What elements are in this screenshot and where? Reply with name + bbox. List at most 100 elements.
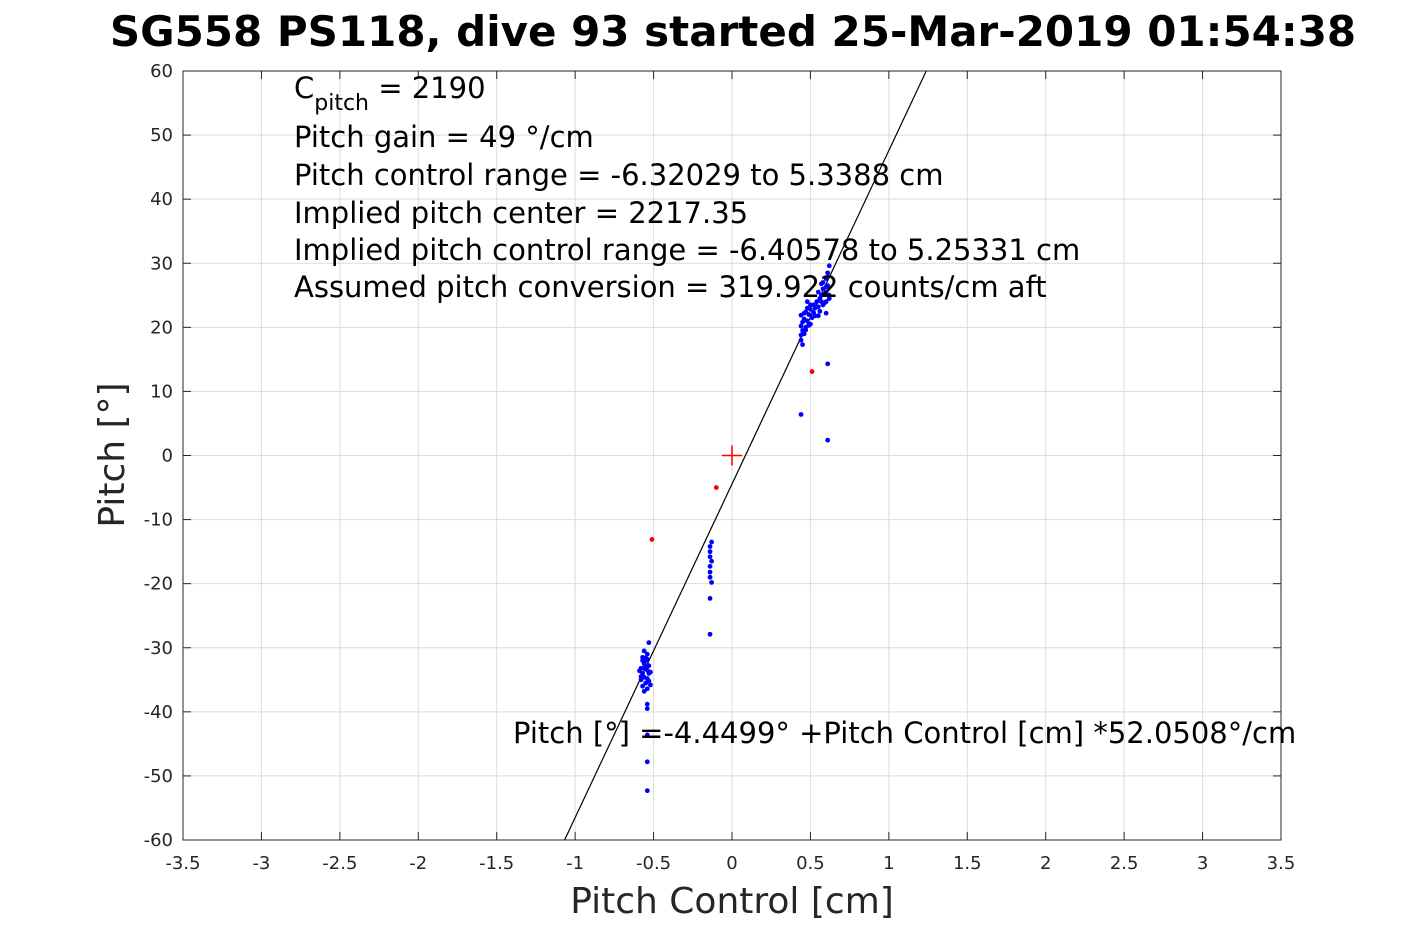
implied-pitch-range-annotation: Implied pitch control range = -6.40578 t… (294, 233, 1080, 267)
data-point (641, 648, 647, 654)
data-point (644, 759, 650, 765)
y-tick-label: -40 (144, 702, 173, 723)
data-point (640, 683, 645, 689)
c-pitch-prefix: C (294, 71, 314, 105)
data-point (707, 554, 713, 560)
data-point (637, 668, 642, 674)
data-point (644, 788, 650, 794)
data-point (803, 327, 809, 333)
fit-line-layer (564, 70, 927, 841)
implied-pitch-center-annotation: Implied pitch center = 2217.35 (294, 196, 748, 230)
y-tick-label: 50 (150, 125, 173, 146)
c-pitch-value: = 2190 (369, 71, 486, 105)
data-point (823, 289, 829, 295)
data-point (820, 302, 826, 308)
y-axis-label: Pitch [°] (92, 382, 133, 527)
x-tick-label: 1 (883, 853, 894, 874)
data-point (648, 682, 653, 688)
data-point (808, 302, 813, 308)
pitch-control-range-annotation: Pitch control range = -6.32029 to 5.3388… (294, 158, 943, 192)
data-point (641, 665, 647, 671)
x-tick-label: 0.5 (796, 853, 825, 874)
data-point (815, 313, 821, 319)
data-point (825, 283, 831, 289)
x-tick-label: -3 (252, 853, 270, 874)
y-tick-label: 40 (150, 189, 173, 210)
x-tick-label: -1 (566, 853, 584, 874)
y-tick-label: 10 (150, 381, 173, 402)
data-point (800, 342, 805, 348)
data-point (707, 544, 713, 549)
y-tick-label: 30 (150, 253, 173, 274)
data-point (644, 732, 650, 738)
data-point (798, 337, 804, 343)
y-tick-label: -50 (144, 766, 173, 787)
x-tick-label: 0 (726, 853, 737, 874)
data-point (825, 361, 831, 367)
data-point (806, 323, 812, 328)
data-point (823, 310, 829, 316)
data-point (649, 537, 655, 542)
data-point (648, 669, 653, 675)
data-point (798, 323, 804, 329)
data-point (815, 289, 821, 295)
x-tick-label: 2 (1040, 853, 1051, 874)
data-point (709, 539, 715, 545)
pitch-conversion-annotation: Assumed pitch conversion = 319.922 count… (294, 270, 1047, 304)
data-point (815, 304, 821, 310)
annotation-block: Cpitch = 2190 Pitch gain = 49 °/cm Pitch… (294, 71, 1296, 750)
x-axis-label: Pitch Control [cm] (570, 881, 894, 922)
data-point (798, 412, 804, 417)
x-tick-label: 3 (1197, 853, 1208, 874)
fit-line (564, 70, 927, 841)
x-tick-label: 2.5 (1110, 853, 1139, 874)
data-point (707, 569, 713, 575)
data-point (641, 688, 647, 694)
data-point (644, 656, 650, 662)
data-point (808, 306, 813, 312)
y-tick-label: 20 (150, 317, 173, 338)
x-tick-label: -3.5 (165, 853, 200, 874)
x-tick-label: -0.5 (636, 853, 671, 874)
center-marker-layer (722, 445, 742, 466)
data-point (823, 276, 829, 282)
data-point (640, 658, 645, 663)
fit-equation-annotation: Pitch [°] =-4.4499° +Pitch Control [cm] … (513, 716, 1296, 750)
y-tick-label: -60 (144, 830, 173, 851)
x-tick-label: -1.5 (479, 853, 514, 874)
y-tick-label: 60 (150, 61, 173, 82)
data-point (801, 310, 807, 316)
data-point (707, 596, 713, 601)
x-tick-label: 3.5 (1267, 853, 1296, 874)
data-point (806, 312, 812, 317)
data-point (644, 676, 650, 681)
c-pitch-subscript: pitch (314, 91, 369, 116)
x-tick-label: 1.5 (953, 853, 982, 874)
data-point (826, 296, 832, 301)
y-tick-label: -20 (144, 574, 173, 595)
data-point (823, 299, 829, 305)
data-point (817, 308, 823, 314)
grid (182, 70, 1282, 841)
y-tick-label: -30 (144, 638, 173, 659)
ticks: -3.5 -3 -2.5 -2 -1.5 -1 -0.5 0 0.5 1 1.5 2 2.5 3 3.5 -6… (144, 61, 1296, 874)
y-tick-label: -10 (144, 510, 173, 531)
data-point (644, 701, 650, 707)
c-pitch-annotation: Cpitch = 2190 (294, 71, 486, 116)
y-tick-label: 0 (162, 446, 173, 467)
data-point (713, 485, 719, 490)
data-point (707, 563, 713, 569)
data-point (809, 369, 815, 374)
pitch-gain-annotation: Pitch gain = 49 °/cm (294, 120, 594, 154)
data-point (707, 631, 713, 637)
data-point (804, 299, 810, 305)
data-point (709, 579, 715, 585)
data-point (825, 270, 831, 276)
data-point (707, 549, 713, 555)
data-point (644, 706, 650, 712)
x-tick-label: -2.5 (322, 853, 357, 874)
data-point (825, 437, 831, 443)
data-point (801, 331, 807, 337)
data-points (637, 263, 832, 794)
